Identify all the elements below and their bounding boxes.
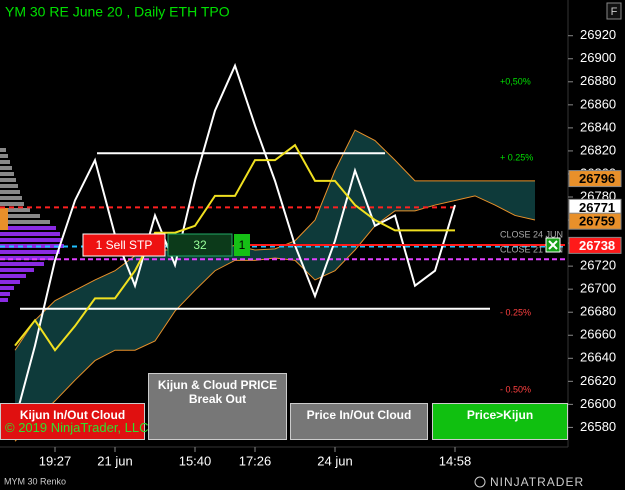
tpo-profile (0, 292, 10, 296)
y-tick-label: 26860 (580, 96, 616, 111)
y-tick-label: 26900 (580, 50, 616, 65)
y-tick-label: 26660 (580, 327, 616, 342)
order-qty-box (167, 233, 233, 257)
tpo-profile (0, 214, 40, 218)
y-tick-label: 26820 (580, 142, 616, 157)
tpo-profile (0, 202, 24, 206)
y-tick-label: 26700 (580, 281, 616, 296)
strategy-button[interactable]: Price In/Out Cloud (290, 403, 428, 440)
price-marker (568, 170, 622, 188)
order-label: 1 Sell STP (96, 238, 153, 252)
instrument: MYM 30 Renko (4, 476, 66, 486)
y-tick-label: 26620 (580, 373, 616, 388)
corner-button-label[interactable]: F (611, 6, 618, 18)
tpo-value-area (0, 208, 8, 230)
x-tick-label: 15:40 (179, 453, 212, 468)
y-tick-label: 26640 (580, 350, 616, 365)
tpo-profile (0, 286, 14, 290)
close-label: CLOSE 24 JUN (500, 229, 563, 239)
annotation: +0,50% (500, 76, 531, 86)
tpo-profile (0, 154, 8, 158)
tpo-profile (0, 274, 26, 278)
tpo-profile (0, 262, 44, 266)
tpo-profile (0, 148, 6, 152)
price-marker (568, 236, 622, 254)
y-tick-label: 26880 (580, 73, 616, 88)
y-tick-label: 26680 (580, 304, 616, 319)
price-marker-label: 26771 (579, 200, 615, 215)
tpo-profile (0, 160, 10, 164)
y-tick-label: 26600 (580, 396, 616, 411)
order-panel[interactable]: 1 Sell STP 32 1 (82, 233, 250, 257)
tpo-profile (0, 250, 60, 254)
tpo-profile (0, 196, 22, 200)
order-quantity: 32 (193, 238, 207, 252)
order-filled-box (234, 234, 250, 256)
tpo-profile (0, 232, 60, 236)
tpo-profile (0, 268, 34, 272)
price-marker-label: 26796 (579, 171, 615, 186)
x-tick-label: 24 jun (317, 453, 352, 468)
cancel-icon (548, 240, 558, 250)
tpo-profile (0, 280, 20, 284)
price-marker-label: 26759 (579, 214, 615, 229)
x-tick-label: 17:26 (239, 453, 272, 468)
price-marker (568, 212, 622, 230)
price-line (14, 143, 455, 352)
tpo-profile (0, 184, 18, 188)
y-tick-label: 26920 (580, 27, 616, 42)
strategy-button[interactable]: Kijun In/Out Cloud (0, 403, 145, 440)
cloud-edge (14, 195, 536, 442)
tpo-profile (0, 256, 54, 260)
y-tick-label: 26840 (580, 119, 616, 134)
tpo-profile (0, 178, 16, 182)
price-marker-label: 26738 (579, 238, 615, 253)
logo: NINJATRADER (490, 475, 584, 489)
x-tick-label: 21 jun (97, 453, 132, 468)
tpo-profile (0, 172, 14, 176)
x-tick-label: 19:27 (39, 453, 72, 468)
copyright: © 2019 NinjaTrader, LLC (5, 420, 149, 435)
chart-title: YM 30 RE June 20 , Daily ETH TPO (5, 4, 230, 20)
x-tick-label: 14:58 (439, 453, 472, 468)
logo-icon (474, 476, 486, 488)
y-tick-label: 26720 (580, 258, 616, 273)
price-line (14, 62, 456, 421)
annotation: - 0.25% (500, 307, 531, 317)
tpo-profile (0, 166, 12, 170)
cloud-edge (14, 129, 535, 351)
annotation: + 0.25% (500, 152, 533, 162)
tpo-profile (0, 298, 8, 302)
corner-button[interactable] (606, 2, 622, 20)
tpo-profile (0, 226, 56, 230)
order-side (82, 233, 166, 257)
strategy-button[interactable]: Kijun & Cloud PRICE Break Out (148, 373, 287, 440)
tpo-profile (0, 238, 62, 242)
order-filled: 1 (239, 238, 246, 252)
y-tick-label: 26580 (580, 419, 616, 434)
tpo-profile (0, 190, 20, 194)
close-label: CLOSE 21 JUN (500, 244, 563, 254)
annotation: - 0.50% (500, 384, 531, 394)
tpo-profile (0, 220, 50, 224)
tpo-profile (0, 208, 30, 212)
strategy-button[interactable]: Price>Kijun (432, 403, 568, 440)
